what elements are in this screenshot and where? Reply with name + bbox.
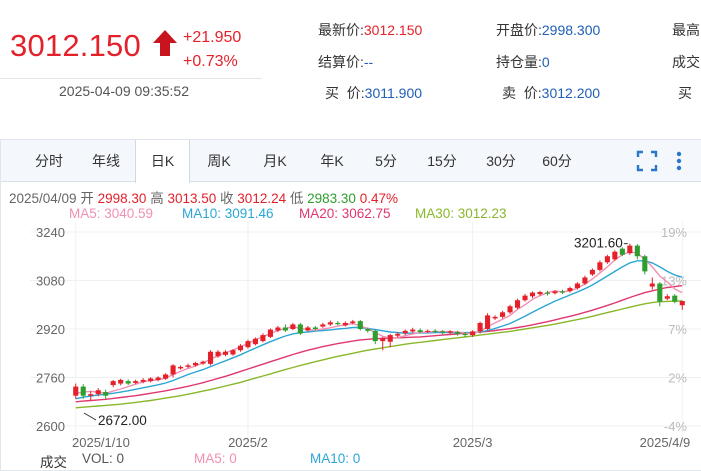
settle-price-label: 结算价:	[318, 54, 364, 70]
tab-monthly-k[interactable]: 月K	[263, 153, 287, 169]
open-interest-value: 0	[541, 54, 550, 70]
latest-price-field: 最新价:3012.150	[318, 20, 422, 40]
turnover-field: 成交	[672, 52, 700, 72]
ma30-legend: MA30: 3012.23	[415, 206, 507, 221]
latest-price-label: 最新价:	[318, 22, 364, 38]
last-price: 3012.150	[10, 28, 141, 63]
kline-open-label: 开	[80, 191, 94, 206]
up-arrow-icon	[153, 30, 177, 56]
open-price-label: 开盘价:	[496, 22, 542, 38]
bid-price-label: 买 价:	[325, 85, 365, 101]
open-interest-field: 持仓量:0	[496, 52, 550, 72]
fullscreen-icon[interactable]	[635, 149, 659, 173]
more-vertical-icon[interactable]	[667, 149, 691, 173]
settle-price-value: --	[363, 54, 374, 70]
settle-price-field: 结算价:--	[318, 52, 373, 72]
volume-label: 成交	[40, 455, 67, 470]
ma20-legend: MA20: 3062.75	[299, 206, 391, 221]
volume-value: VOL: 0	[82, 451, 125, 466]
tab-30min[interactable]: 30分	[486, 153, 516, 169]
kline-date: 2025/04/09	[9, 191, 77, 206]
ma5-legend: MA5: 3040.59	[69, 206, 154, 221]
kline-info-bar: 2025/04/09 开 2998.30 高 3013.50 收 3012.24…	[9, 187, 398, 207]
chart-panel: 分时 年线 日K 周K 月K 年K 5分 15分 30分 60分	[0, 139, 701, 471]
kline-low-label: 低	[289, 191, 304, 206]
price-change-value: +21.950	[183, 29, 242, 46]
tab-5min[interactable]: 5分	[375, 153, 397, 169]
tab-yearly-k[interactable]: 年K	[320, 153, 344, 169]
tab-weekly-k[interactable]: 周K	[207, 153, 231, 169]
kline-close-label: 收	[220, 191, 234, 206]
kline-low-value: 2983.30	[307, 191, 356, 206]
open-interest-label: 持仓量:	[496, 54, 542, 70]
quote-timestamp: 2025-04-09 09:35:52	[59, 83, 189, 99]
high-price-field: 最高	[672, 20, 700, 40]
price-change: +21.950 +0.73%	[183, 26, 241, 74]
bid2-field: 买	[678, 83, 692, 103]
price-change-percent: +0.73%	[183, 53, 238, 70]
volume-ma10: MA10: 0	[310, 451, 361, 466]
header-divider	[0, 78, 262, 79]
latest-price-value: 3012.150	[363, 22, 423, 38]
kline-close-value: 3012.24	[237, 191, 287, 206]
tab-daily-k[interactable]: 日K	[135, 140, 190, 183]
volume-ma5: MA5: 0	[194, 451, 237, 466]
ma10-legend: MA10: 3091.46	[182, 206, 274, 221]
ask-price-label: 卖 价:	[502, 85, 542, 101]
ask-price-field: 卖 价:3012.200	[502, 83, 600, 103]
ask-price-value: 3012.200	[541, 85, 601, 101]
tab-60min[interactable]: 60分	[542, 153, 572, 169]
bid-price-field: 买 价:3011.900	[325, 83, 422, 103]
turnover-label: 成交	[672, 54, 700, 70]
tab-15min[interactable]: 15分	[427, 153, 457, 169]
tab-timeshare[interactable]: 分时	[35, 153, 63, 169]
open-price-field: 开盘价:2998.300	[496, 20, 600, 40]
kline-pct-value: 0.47%	[359, 191, 398, 206]
high-price-label: 最高	[672, 22, 700, 38]
bid2-label: 买	[678, 85, 692, 101]
bid-price-value: 3011.900	[364, 85, 423, 101]
kline-open-value: 2998.30	[97, 191, 147, 206]
kline-high-value: 3013.50	[167, 191, 217, 206]
tab-year-line[interactable]: 年线	[92, 153, 120, 169]
open-price-value: 2998.300	[541, 22, 601, 38]
kline-high-label: 高	[150, 191, 164, 206]
period-tabs: 分时 年线 日K 周K 月K 年K 5分 15分 30分 60分	[1, 140, 701, 183]
